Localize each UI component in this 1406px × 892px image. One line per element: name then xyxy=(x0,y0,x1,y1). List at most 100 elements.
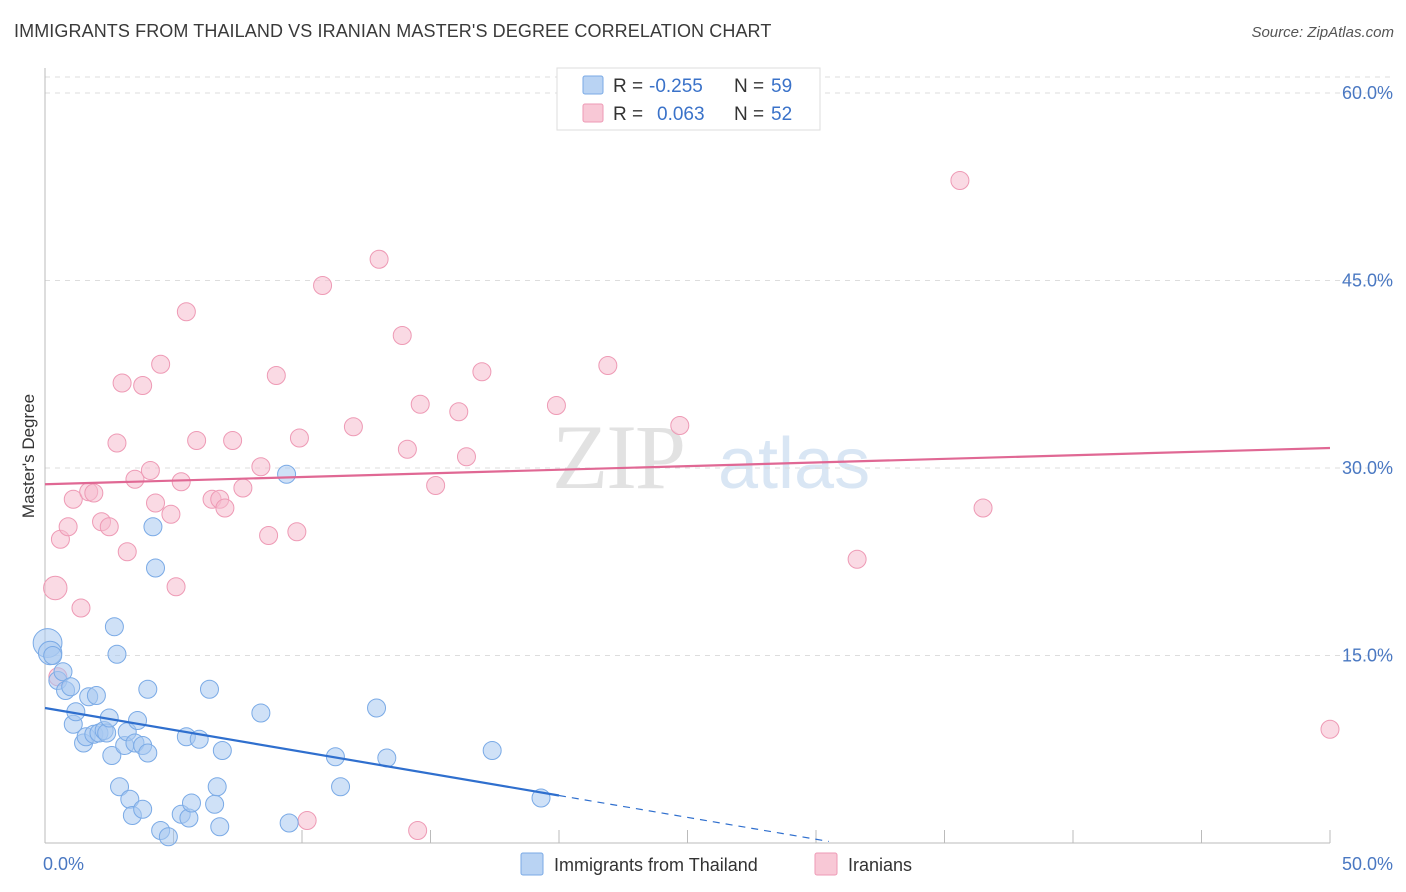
iranians-trend-line xyxy=(44,446,1331,486)
chart-title: IMMIGRANTS FROM THAILAND VS IRANIAN MAST… xyxy=(14,21,772,41)
trend-lines xyxy=(44,446,1331,843)
iranians-point xyxy=(670,416,690,435)
iranians-point xyxy=(125,469,145,489)
thailand-point xyxy=(331,777,351,797)
iranians-point xyxy=(392,326,412,345)
correlation-legend: R = -0.255 N = 59 R = 0.063 N = 52 xyxy=(556,67,821,131)
thailand-point xyxy=(205,794,225,814)
thailand-point xyxy=(251,703,271,723)
x-tick-marks xyxy=(173,830,1331,843)
iranians-point xyxy=(133,376,153,395)
iranians-point xyxy=(151,354,171,374)
thailand-point xyxy=(207,777,227,797)
iranians-point xyxy=(112,373,132,393)
thailand-point xyxy=(107,644,127,664)
series-legend: Immigrants from Thailand Iranians xyxy=(520,852,912,876)
legend-swatch-thailand xyxy=(582,75,604,95)
iranians-point xyxy=(71,598,91,618)
thailand-point xyxy=(277,464,297,484)
legend-n-value-thailand: 59 xyxy=(771,76,792,97)
thailand-point xyxy=(199,679,219,699)
thailand-point xyxy=(128,711,148,730)
y-axis-title: Master's Degree xyxy=(19,394,38,518)
thailand-point xyxy=(181,793,201,813)
thailand-point xyxy=(138,743,158,763)
iranians-point xyxy=(287,522,307,542)
thailand-point xyxy=(43,646,63,665)
thailand-point xyxy=(53,662,73,682)
thailand-point xyxy=(158,827,178,847)
thailand-point xyxy=(133,799,153,819)
thailand-point xyxy=(61,677,81,697)
iranians-point xyxy=(410,394,430,414)
iranians-point xyxy=(472,362,492,382)
series-thailand-points xyxy=(32,464,551,847)
y-tick-label: 60.0% xyxy=(1342,83,1393,103)
iranians-point xyxy=(1320,719,1340,739)
bottom-legend-swatch-iranians xyxy=(814,852,838,876)
iranians-point xyxy=(223,431,243,450)
thailand-point xyxy=(146,558,166,578)
legend-r-value-iranians: 0.063 xyxy=(657,104,705,125)
legend-n-label-iranians: N = xyxy=(734,104,764,125)
iranians-point xyxy=(176,302,196,322)
y-tick-labels: 15.0% 30.0% 45.0% 60.0% xyxy=(1342,83,1393,666)
iranians-point xyxy=(117,542,137,562)
y-tick-label: 45.0% xyxy=(1342,271,1393,291)
iranians-point xyxy=(546,396,566,415)
iranians-point xyxy=(171,472,191,492)
watermark: ZIP atlas xyxy=(552,406,870,508)
thailand-point xyxy=(86,686,106,705)
iranians-point xyxy=(99,517,119,537)
thailand-point xyxy=(102,746,122,765)
thailand-trend-extension xyxy=(558,794,829,843)
legend-r-label-thailand: R = xyxy=(613,76,643,97)
thailand-point xyxy=(210,817,230,837)
thailand-point xyxy=(110,777,130,797)
legend-n-label-thailand: N = xyxy=(734,76,764,97)
thailand-point xyxy=(482,741,502,760)
legend-n-value-iranians: 52 xyxy=(771,104,792,125)
bottom-legend-label-iranians: Iranians xyxy=(848,855,912,875)
iranians-point xyxy=(161,504,181,524)
chart-source: Source: ZipAtlas.com xyxy=(1251,24,1394,41)
iranians-point xyxy=(266,366,286,385)
iranians-point xyxy=(408,821,428,840)
iranians-point xyxy=(369,249,389,269)
iranians-point xyxy=(140,461,160,480)
iranians-point xyxy=(63,489,83,509)
x-tick-label-min: 0.0% xyxy=(43,854,84,874)
thailand-point xyxy=(367,698,387,718)
iranians-point xyxy=(598,356,618,375)
iranians-point xyxy=(297,811,317,830)
iranians-point xyxy=(973,498,993,518)
grid-layer xyxy=(45,76,1393,656)
y-tick-label: 15.0% xyxy=(1342,646,1393,666)
iranians-point xyxy=(397,439,417,459)
iranians-point xyxy=(146,493,166,513)
legend-r-label-iranians: R = xyxy=(613,104,643,125)
thailand-point xyxy=(143,517,163,537)
iranians-point xyxy=(343,417,363,437)
iranians-point xyxy=(58,517,78,537)
thailand-point xyxy=(212,741,232,760)
iranians-point xyxy=(847,549,867,569)
iranians-point xyxy=(251,457,271,477)
thailand-trend-line xyxy=(44,706,560,797)
bottom-legend-label-thailand: Immigrants from Thailand xyxy=(554,855,758,875)
iranians-point xyxy=(107,433,127,453)
legend-swatch-iranians xyxy=(582,103,604,123)
iranians-point xyxy=(426,476,446,495)
iranians-point xyxy=(166,577,186,597)
legend-r-value-thailand: -0.255 xyxy=(649,76,703,97)
iranians-point xyxy=(43,575,68,601)
iranians-point xyxy=(313,276,333,295)
x-tick-label-max: 50.0% xyxy=(1342,854,1393,874)
bottom-legend-swatch-thailand xyxy=(520,852,544,876)
iranians-point xyxy=(456,447,476,467)
iranians-point xyxy=(950,171,970,190)
iranians-point xyxy=(187,431,207,450)
thailand-point xyxy=(104,617,124,637)
